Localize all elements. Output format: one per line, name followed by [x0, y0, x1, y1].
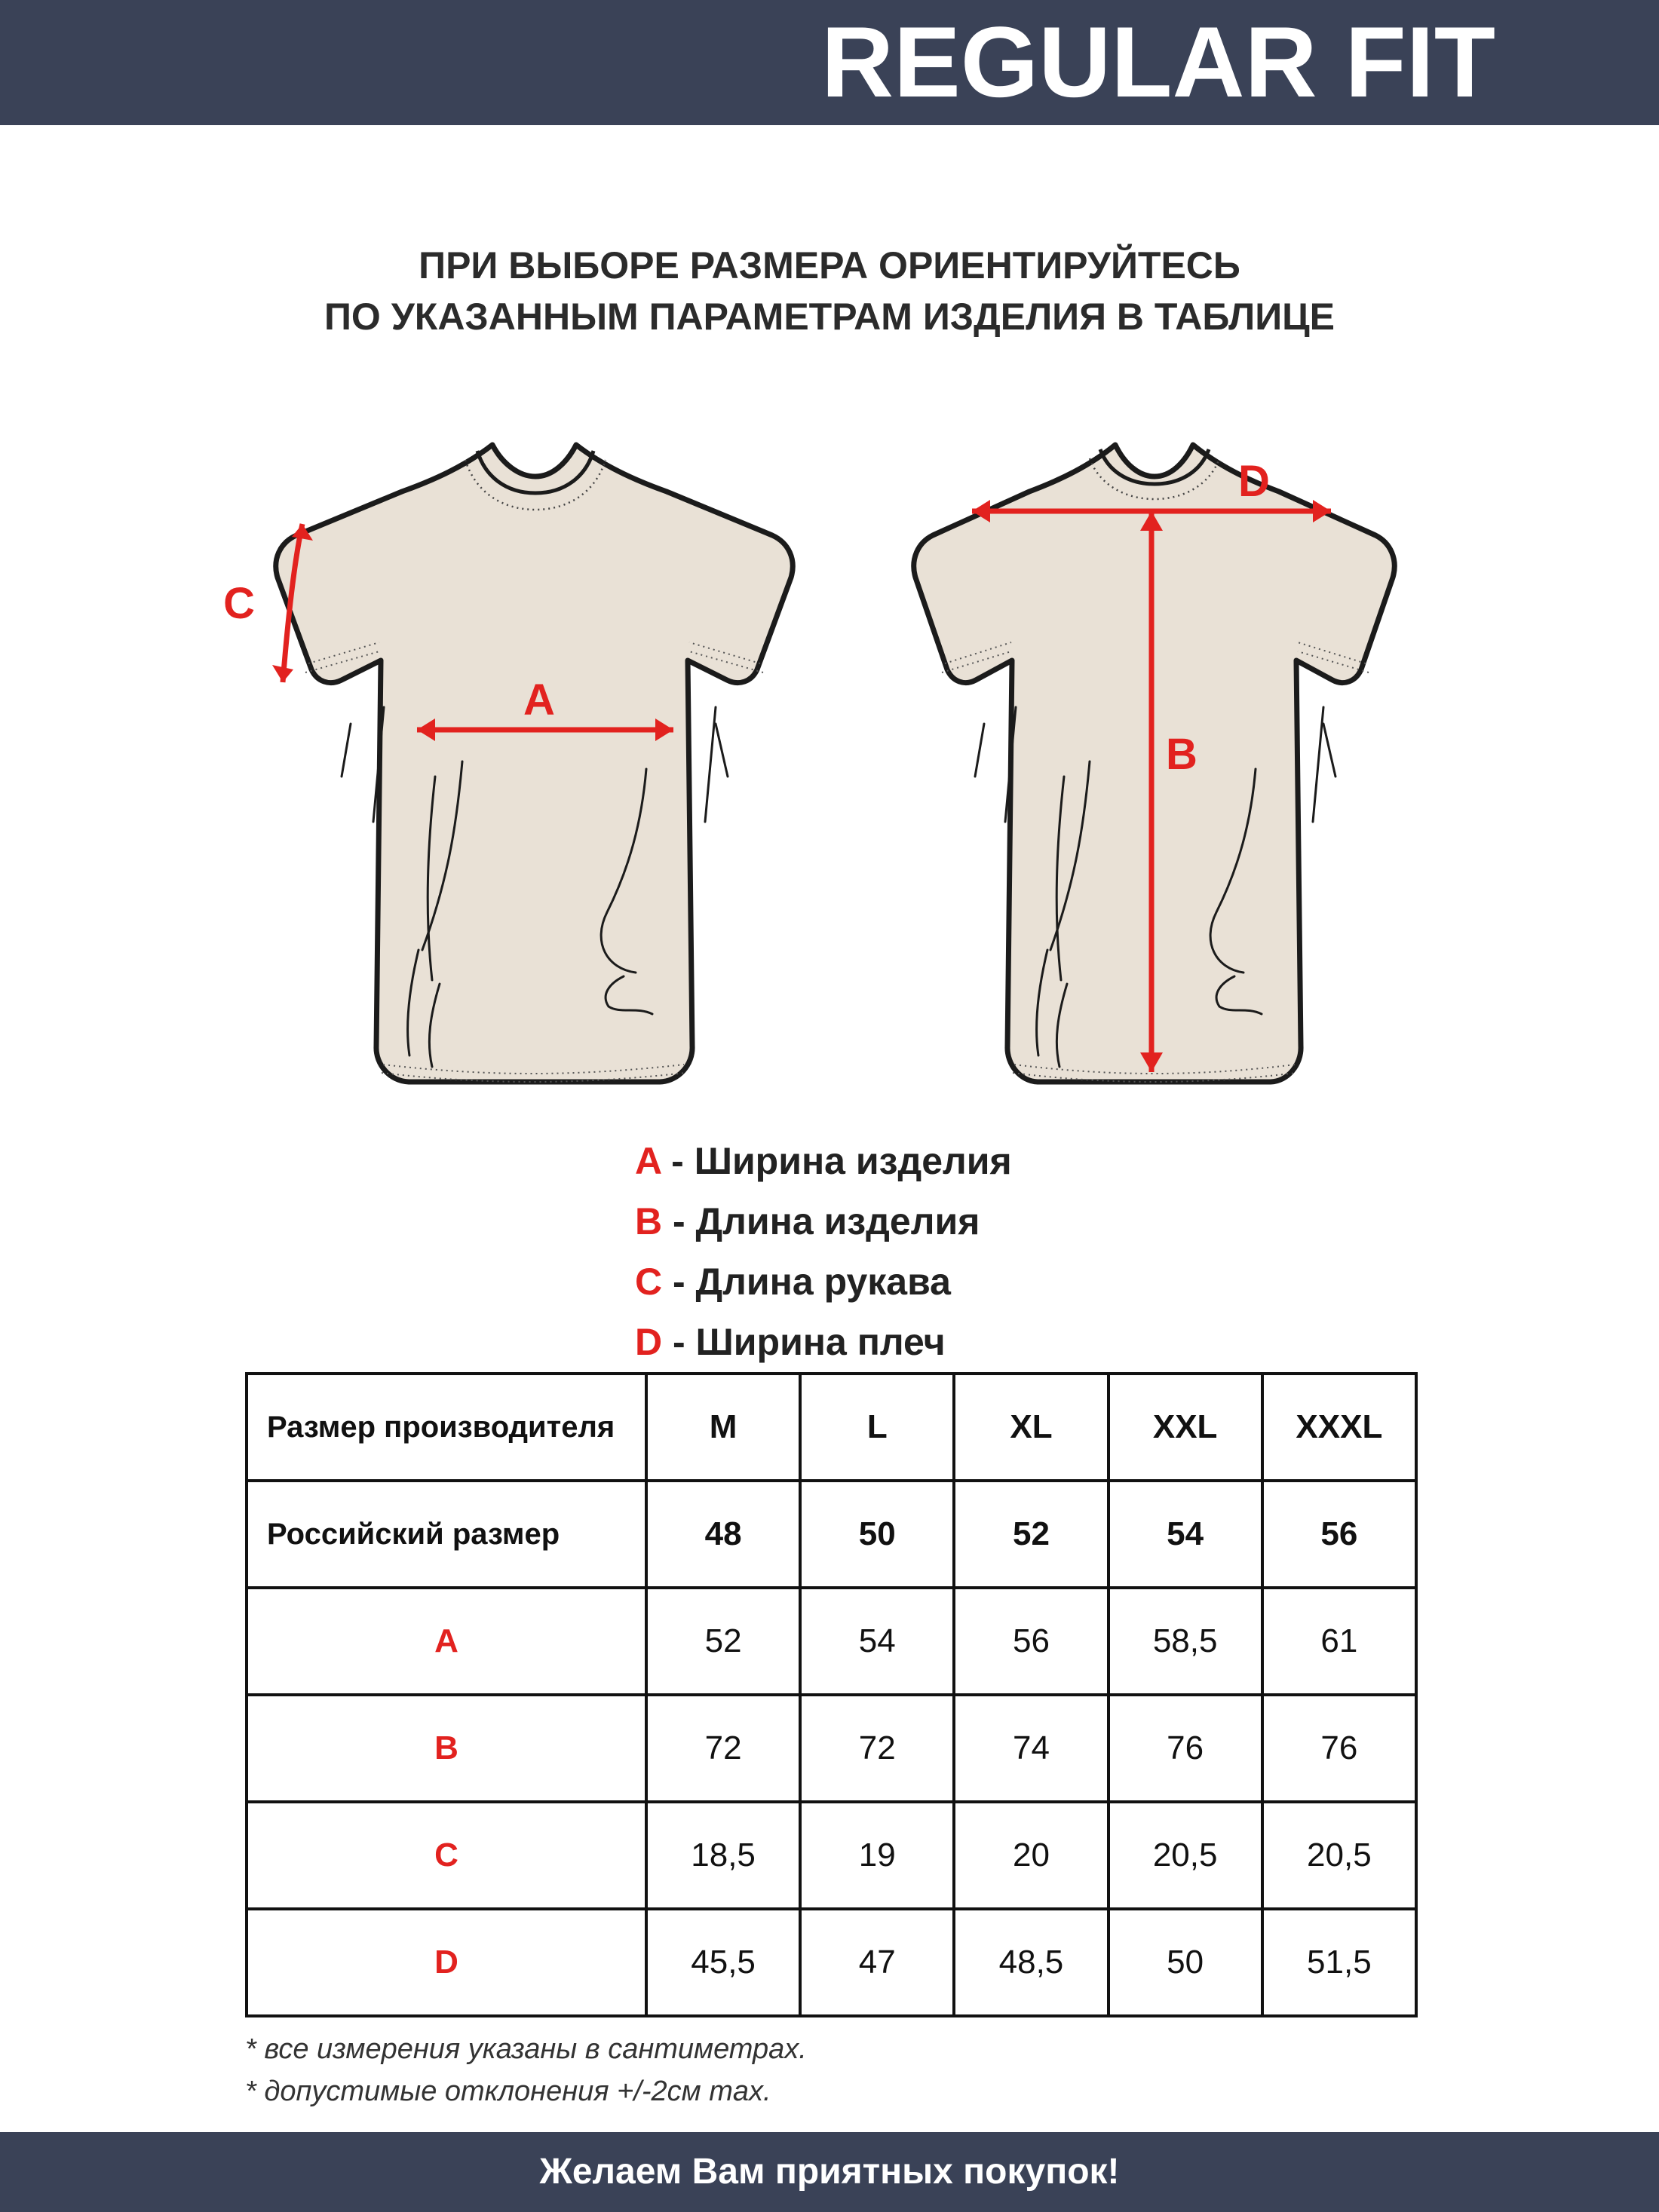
svg-text:C: C: [223, 579, 255, 628]
svg-text:D: D: [1238, 457, 1270, 506]
svg-text:A: A: [523, 676, 555, 725]
svg-text:B: B: [1166, 730, 1197, 779]
